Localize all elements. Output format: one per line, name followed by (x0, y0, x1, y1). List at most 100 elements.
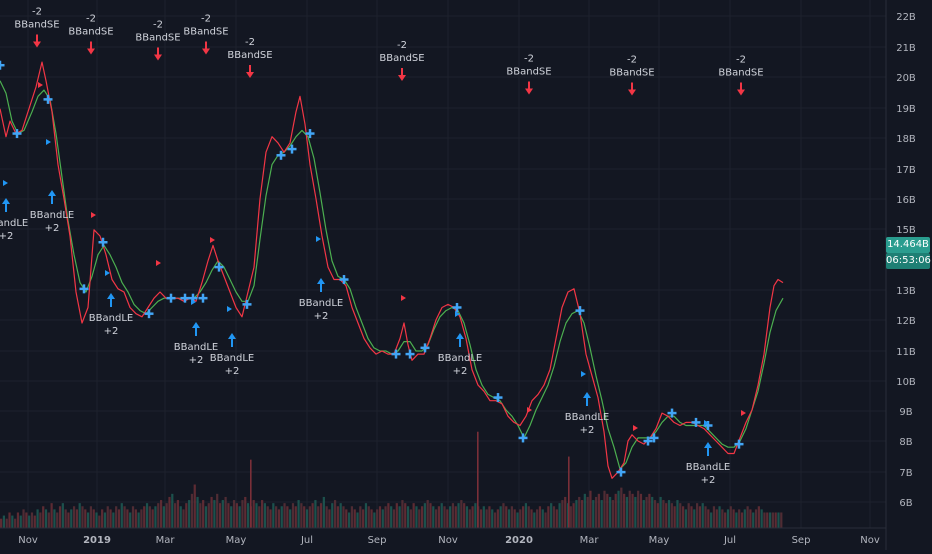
volume-bar (580, 500, 584, 528)
volume-bar (64, 509, 67, 528)
volume-bar (72, 506, 76, 528)
volume-bar (359, 506, 362, 528)
volume-bar (269, 509, 272, 528)
cross-marker (214, 262, 224, 272)
volume-bar (14, 518, 17, 528)
volume-bar (471, 506, 474, 528)
volume-bar (168, 496, 171, 528)
cross-marker (405, 349, 415, 359)
volume-bar (519, 509, 522, 528)
volume-bar (8, 512, 11, 528)
volume-bar (22, 509, 25, 528)
volume-bar (230, 506, 233, 528)
short-tick-marker (741, 410, 746, 416)
volume-bar (412, 503, 415, 528)
short-signal: -2 BBandSE (379, 40, 425, 81)
volume-bar (653, 500, 657, 528)
volume-bar (681, 506, 685, 528)
short-signal: -2 BBandSE (14, 7, 60, 48)
long-signal: BBandLE +2 (174, 322, 218, 366)
volume-bar (569, 506, 572, 528)
volume-bar (561, 500, 564, 528)
volume-bar (696, 503, 699, 528)
cross-marker (12, 129, 22, 139)
signal-value-label: -2 (397, 40, 407, 51)
y-tick-label: 21B (896, 43, 916, 54)
volume-bar (558, 503, 561, 528)
volume-bar (513, 509, 516, 528)
short-signal: -2 BBandSE (68, 14, 114, 55)
down-arrow-head (202, 48, 210, 55)
volume-bar (353, 509, 356, 528)
volume-bar (50, 503, 53, 528)
volume-bar (216, 493, 219, 528)
signal-name-label: BBandLE (0, 218, 28, 229)
signal-name-label: BBandLE (438, 353, 482, 364)
volume-bar (61, 503, 64, 528)
short-tick-marker (527, 407, 532, 413)
long-tick-marker (46, 139, 51, 145)
y-tick-label: 12B (896, 316, 916, 327)
short-signal: -2 BBandSE (609, 55, 655, 96)
volume-bar (204, 506, 208, 528)
volume-bar (232, 500, 236, 528)
x-tick-label: May (226, 535, 247, 546)
volume-bar (488, 506, 491, 528)
countdown-tag: 06:53:06 (886, 253, 931, 269)
volume-bar (303, 506, 306, 528)
volume-bar (676, 500, 679, 528)
up-arrow-head (583, 392, 591, 398)
x-tick-label: Mar (156, 535, 176, 546)
volume-bar (505, 506, 508, 528)
up-arrow-head (704, 442, 712, 448)
volume-bar (336, 506, 339, 528)
volume-bar (738, 509, 741, 528)
x-tick-label: 2020 (505, 535, 533, 546)
volume-bar (530, 509, 533, 528)
last-price-tag: 14.464B (886, 237, 930, 253)
signal-value-label: +2 (314, 311, 329, 322)
volume-bar (126, 509, 129, 528)
volume-bar (258, 506, 261, 528)
volume-bar (280, 506, 283, 528)
volume-bar (777, 512, 780, 528)
x-tick-label: Jul (723, 535, 736, 546)
signal-name-label: BBandLE (210, 353, 254, 364)
signal-value-label: -2 (153, 20, 163, 31)
volume-bar (522, 506, 525, 528)
y-tick-label: 16B (896, 195, 916, 206)
volume-bar (159, 500, 163, 528)
volume-bar (342, 506, 345, 528)
volume-bar (56, 512, 59, 528)
volume-bar (11, 515, 14, 528)
y-tick-label: 22B (896, 12, 916, 23)
volume-spike (250, 459, 252, 528)
volume-bar (154, 506, 157, 528)
volume-bar (162, 506, 165, 528)
volume-bar (592, 500, 595, 528)
long-signal: BBandLE +2 (0, 198, 28, 242)
volume-bar (729, 506, 732, 528)
volume-bar (491, 509, 494, 528)
down-arrow-head (525, 88, 533, 95)
volume-bar (188, 500, 191, 528)
cross-marker (287, 144, 297, 154)
volume-bar (449, 506, 452, 528)
volume-bar (103, 512, 107, 528)
volume-bar (499, 506, 502, 528)
volume-bar (325, 506, 328, 528)
signal-name-label: BBandSE (14, 20, 59, 31)
up-arrow-head (317, 278, 325, 284)
volume-bar (482, 506, 485, 528)
volume-bar (112, 512, 115, 528)
volume-bar (333, 500, 337, 528)
volume-bar (446, 509, 449, 528)
short-signal: -2 BBandSE (718, 55, 764, 96)
volume-bar (140, 509, 143, 528)
volume-bar (210, 496, 213, 528)
cross-marker (305, 129, 315, 139)
volume-bar (328, 509, 331, 528)
volume-bar (199, 503, 202, 528)
